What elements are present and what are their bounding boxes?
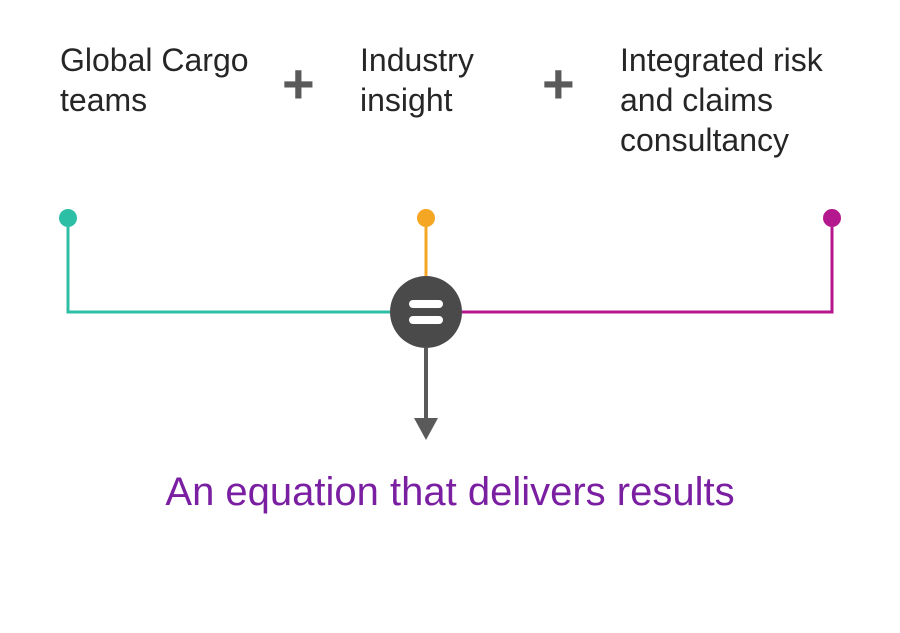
infographic-canvas: Global Cargoteams+Industryinsight+Integr…: [0, 0, 900, 633]
equals-bar-bottom: [409, 316, 443, 324]
equals-circle: [390, 276, 462, 348]
node-dot-center: [417, 209, 435, 227]
connector-right: [462, 209, 841, 312]
arrow-head-icon: [414, 418, 438, 440]
node-dot-right: [823, 209, 841, 227]
result-label: An equation that delivers results: [165, 470, 734, 514]
arrow-down: [414, 348, 438, 440]
connector-path-left: [68, 227, 390, 312]
connector-left: [59, 209, 390, 312]
connector-center: [417, 209, 435, 276]
result-text: An equation that delivers results: [0, 470, 900, 515]
connector-diagram: [0, 0, 900, 633]
node-dot-left: [59, 209, 77, 227]
equals-bar-top: [409, 300, 443, 308]
equals-node: [390, 276, 462, 348]
connector-path-right: [462, 227, 832, 312]
